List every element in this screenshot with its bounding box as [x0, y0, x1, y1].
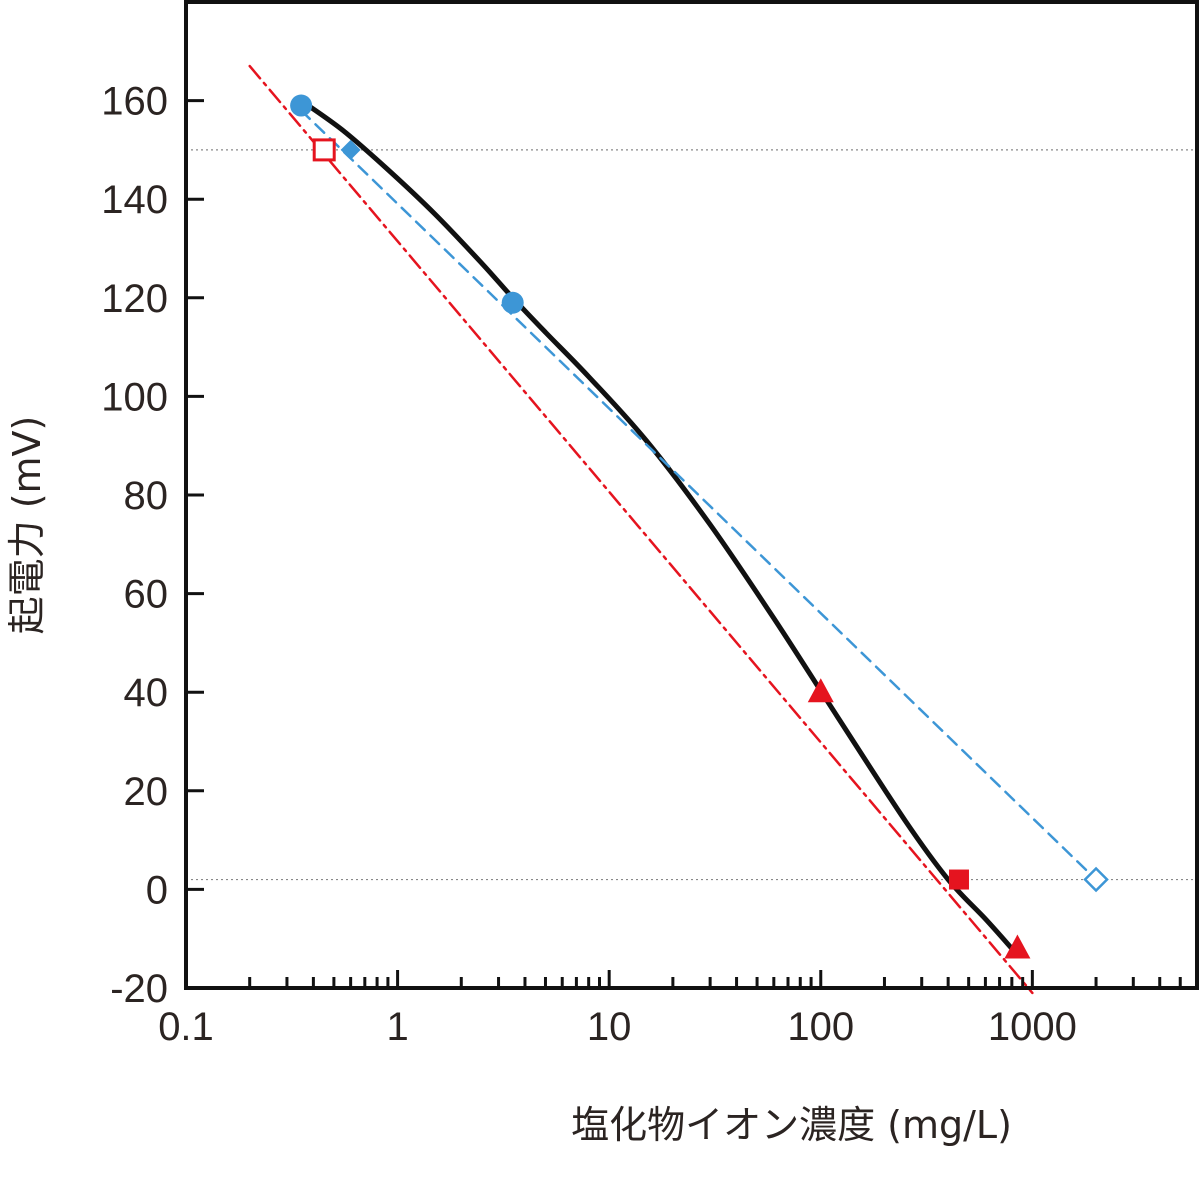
x-tick-label: 10	[587, 1005, 632, 1049]
y-tick-label: 20	[124, 770, 169, 814]
triangle-marker	[1004, 934, 1031, 959]
x-tick-label: 1000	[988, 1005, 1077, 1049]
x-tick-label: 0.1	[158, 1005, 214, 1049]
y-tick-label: 40	[124, 671, 169, 715]
reference-lines	[186, 149, 1197, 881]
y-tick-label: 160	[101, 80, 168, 124]
series-line-solid	[298, 98, 1015, 952]
diamond-marker	[1083, 866, 1109, 893]
series-line-dash-dot	[248, 64, 1034, 995]
y-tick-label: 140	[101, 178, 168, 222]
y-tick-label: 60	[124, 573, 169, 617]
circle-marker	[290, 94, 313, 117]
x-axis-title: 塩化物イオン濃度 (mg/L)	[571, 1103, 1012, 1147]
series-layer	[248, 64, 1098, 995]
y-tick-label: 80	[124, 474, 169, 518]
diamond-marker	[340, 139, 361, 160]
y-tick-label: -20	[110, 967, 168, 1011]
x-tick-label: 1	[386, 1005, 408, 1049]
y-axis-title: 起電力 (mV)	[5, 416, 49, 635]
y-tick-label: 120	[101, 277, 168, 321]
circle-marker	[501, 291, 524, 314]
y-tick-label: 100	[101, 375, 168, 419]
x-axis-ticks: 0.1 1 10 100 1000	[158, 970, 1199, 1049]
square-marker	[312, 138, 336, 162]
y-axis-ticks: -20 0 20 40 60 80 100 120 140 160	[101, 80, 204, 1011]
x-tick-label: 100	[787, 1005, 854, 1049]
series-line-dashed	[299, 109, 1098, 881]
square-marker	[948, 869, 969, 890]
marker-layer	[290, 94, 1109, 959]
y-tick-label: 0	[146, 868, 168, 912]
triangle-marker	[807, 678, 834, 703]
